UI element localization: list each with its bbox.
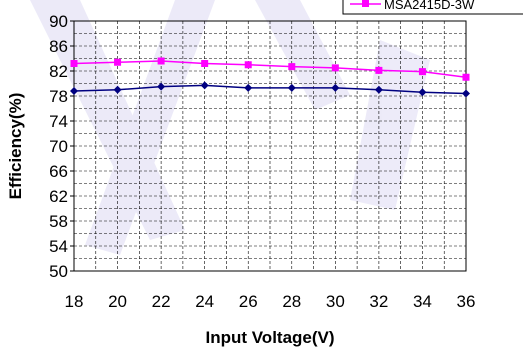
x-tick-label-32: 32 bbox=[369, 292, 388, 311]
y-tick-label-70: 70 bbox=[49, 137, 68, 156]
data-point-series-2-32 bbox=[374, 85, 383, 94]
data-point-msa2415d-3w-18 bbox=[70, 60, 78, 67]
legend-box bbox=[342, 0, 523, 15]
y-tick-label-54: 54 bbox=[49, 237, 68, 256]
legend-marker-msa2415d-3w bbox=[362, 0, 369, 7]
data-point-series-2-34 bbox=[418, 88, 427, 97]
x-axis-title: Input Voltage(V) bbox=[205, 328, 334, 347]
x-tick-label-20: 20 bbox=[108, 292, 127, 311]
x-tick-label-18: 18 bbox=[65, 292, 84, 311]
data-point-msa2415d-3w-36 bbox=[462, 73, 470, 81]
data-point-msa2415d-3w-22 bbox=[157, 57, 165, 65]
x-tick-label-34: 34 bbox=[413, 292, 432, 311]
data-point-msa2415d-3w-24 bbox=[201, 60, 209, 67]
y-axis-title: Efficiency(%) bbox=[6, 93, 25, 200]
series-group bbox=[70, 57, 470, 98]
data-point-msa2415d-3w-34 bbox=[418, 68, 426, 76]
y-tick-label-58: 58 bbox=[49, 212, 68, 231]
data-point-series-2-22 bbox=[157, 82, 166, 91]
x-axis-ticks: 18 20 22 24 26 28 30 32 34 36 bbox=[65, 292, 476, 311]
data-point-msa2415d-3w-26 bbox=[244, 61, 252, 69]
data-point-series-2-26 bbox=[244, 83, 253, 92]
data-point-series-2-18 bbox=[70, 87, 78, 95]
data-point-msa2415d-3w-32 bbox=[375, 66, 383, 74]
y-tick-label-66: 66 bbox=[49, 162, 68, 181]
data-point-series-2-20 bbox=[113, 85, 122, 94]
legend: MSA2415D-3W bbox=[342, 0, 523, 15]
x-tick-label-24: 24 bbox=[195, 292, 214, 311]
y-axis-ticks: 50 54 58 62 66 70 74 78 82 86 90 bbox=[49, 12, 74, 281]
data-point-msa2415d-3w-30 bbox=[331, 64, 339, 72]
series-line-msa2415d-3w bbox=[73, 60, 467, 78]
legend-label-msa2415d-3w: MSA2415D-3W bbox=[384, 0, 475, 12]
series-line-series-2 bbox=[73, 84, 467, 95]
data-point-series-2-28 bbox=[287, 83, 296, 92]
x-tick-label-26: 26 bbox=[239, 292, 258, 311]
y-tick-label-86: 86 bbox=[49, 37, 68, 56]
grid bbox=[74, 21, 466, 271]
data-point-msa2415d-3w-20 bbox=[114, 58, 122, 66]
y-tick-label-82: 82 bbox=[49, 62, 68, 81]
y-tick-label-50: 50 bbox=[49, 262, 68, 281]
data-point-series-2-36 bbox=[462, 89, 470, 98]
x-tick-label-22: 22 bbox=[152, 292, 171, 311]
x-tick-label-36: 36 bbox=[457, 292, 476, 311]
data-point-series-2-30 bbox=[331, 83, 340, 92]
data-point-msa2415d-3w-28 bbox=[288, 63, 296, 71]
y-tick-label-62: 62 bbox=[49, 187, 68, 206]
y-tick-label-90: 90 bbox=[49, 12, 68, 31]
y-tick-label-74: 74 bbox=[49, 112, 68, 131]
y-tick-label-78: 78 bbox=[49, 87, 68, 106]
data-point-series-2-24 bbox=[200, 81, 209, 90]
watermark bbox=[30, 0, 430, 255]
x-tick-label-28: 28 bbox=[282, 292, 301, 311]
x-tick-label-30: 30 bbox=[326, 292, 345, 311]
